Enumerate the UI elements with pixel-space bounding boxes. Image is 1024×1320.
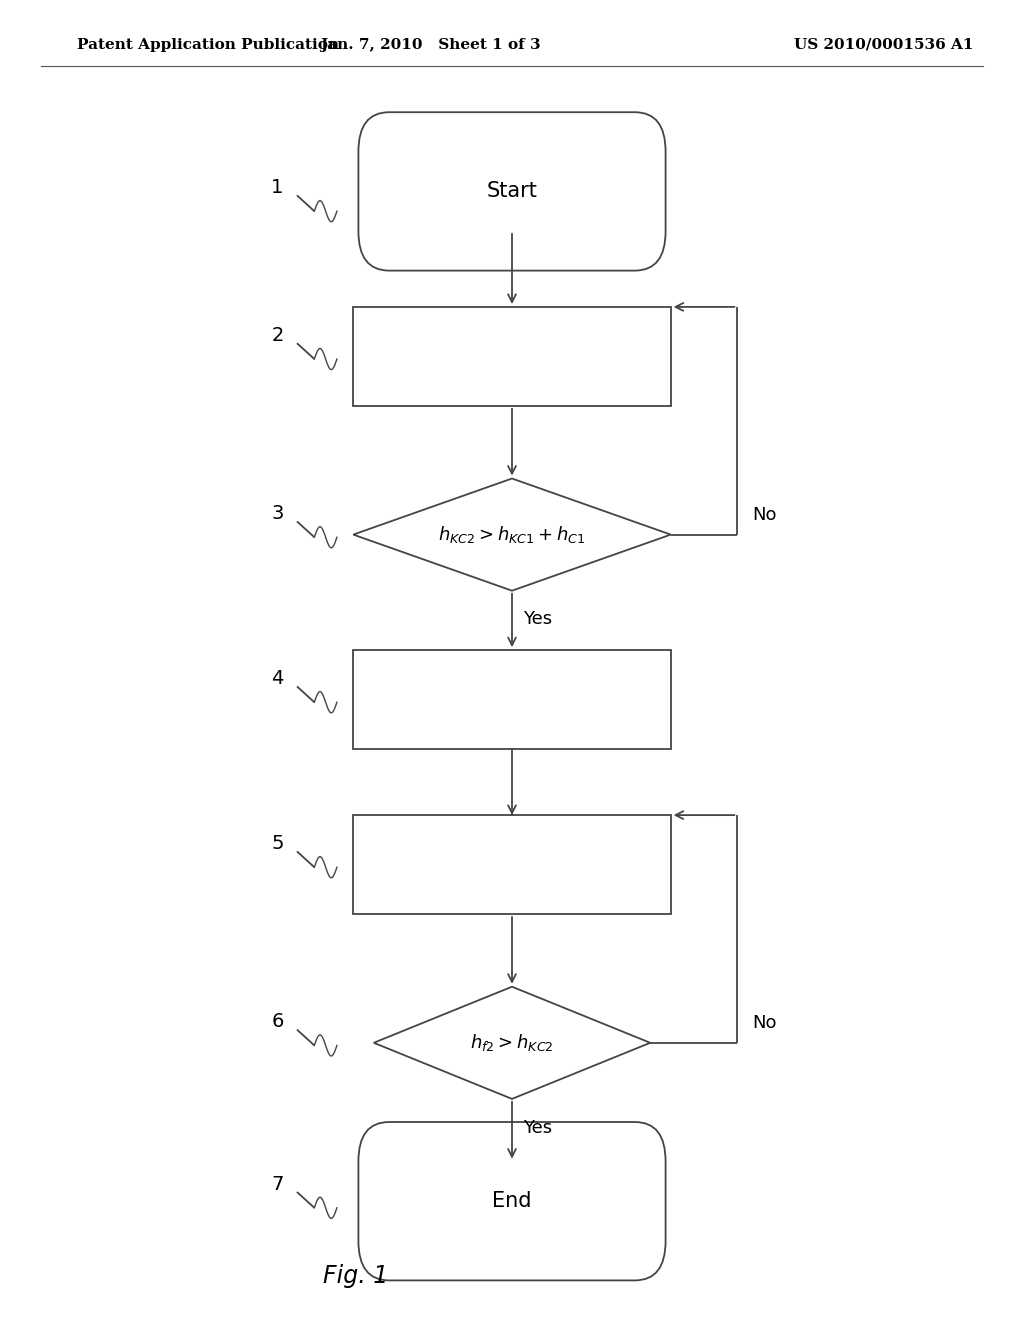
Text: 2: 2 xyxy=(271,326,284,345)
Text: No: No xyxy=(753,506,777,524)
Bar xyxy=(353,814,671,913)
Text: 3: 3 xyxy=(271,504,284,523)
Text: Yes: Yes xyxy=(523,610,552,628)
Text: End: End xyxy=(493,1191,531,1212)
Text: 7: 7 xyxy=(271,1175,284,1193)
Text: 1: 1 xyxy=(271,178,284,197)
Text: Jan. 7, 2010   Sheet 1 of 3: Jan. 7, 2010 Sheet 1 of 3 xyxy=(319,38,541,51)
FancyBboxPatch shape xyxy=(358,112,666,271)
Text: 5: 5 xyxy=(271,834,284,853)
Text: US 2010/0001536 A1: US 2010/0001536 A1 xyxy=(794,38,973,51)
Text: $h_{KC2} > h_{KC1} + h_{C1}$: $h_{KC2} > h_{KC1} + h_{C1}$ xyxy=(438,524,586,545)
Text: Patent Application Publication: Patent Application Publication xyxy=(77,38,339,51)
Polygon shape xyxy=(374,987,650,1098)
Text: Fig. 1: Fig. 1 xyxy=(323,1265,388,1288)
Polygon shape xyxy=(353,479,671,591)
Bar xyxy=(353,651,671,750)
Text: 6: 6 xyxy=(271,1012,284,1031)
Text: No: No xyxy=(753,1014,777,1032)
FancyBboxPatch shape xyxy=(358,1122,666,1280)
Text: Yes: Yes xyxy=(523,1119,552,1137)
Bar xyxy=(353,308,671,407)
Text: $h_{f2} > h_{KC2}$: $h_{f2} > h_{KC2}$ xyxy=(470,1032,554,1053)
Text: Start: Start xyxy=(486,181,538,202)
Text: 4: 4 xyxy=(271,669,284,688)
